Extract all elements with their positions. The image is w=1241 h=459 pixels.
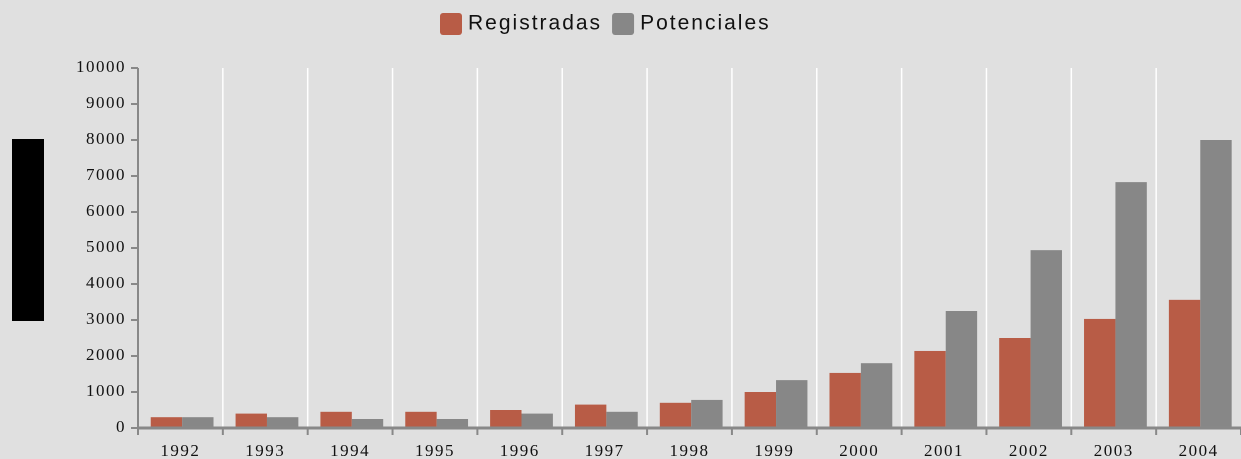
bar bbox=[1115, 182, 1147, 428]
bar bbox=[1030, 250, 1062, 428]
x-tick-label: 2001 bbox=[924, 441, 964, 459]
bar bbox=[436, 419, 469, 428]
bar bbox=[320, 411, 352, 428]
bar bbox=[490, 410, 522, 428]
bar bbox=[521, 413, 553, 428]
bar bbox=[182, 417, 214, 428]
bar bbox=[945, 311, 978, 428]
y-tick-label: 3000 bbox=[86, 309, 126, 328]
x-tick-label: 1996 bbox=[500, 441, 540, 459]
redaction-block bbox=[12, 139, 44, 321]
x-tick-label: 1994 bbox=[330, 441, 370, 459]
legend-text: Potenciales bbox=[640, 12, 771, 35]
bar bbox=[659, 402, 692, 428]
legend-swatch bbox=[440, 13, 462, 35]
y-tick-label: 9000 bbox=[86, 93, 126, 112]
y-tick-label: 1000 bbox=[86, 381, 126, 400]
bar bbox=[744, 392, 777, 428]
y-tick-label: 4000 bbox=[86, 273, 126, 292]
legend-swatch bbox=[612, 13, 635, 35]
x-tick-label: 1999 bbox=[754, 441, 794, 459]
bar bbox=[691, 399, 723, 428]
bar bbox=[999, 338, 1031, 428]
x-tick-label: 2003 bbox=[1094, 441, 1134, 459]
bar bbox=[574, 404, 607, 428]
x-tick-label: 2004 bbox=[1179, 441, 1219, 459]
bar bbox=[1200, 140, 1232, 428]
y-tick-label: 0 bbox=[116, 417, 126, 436]
x-tick-label: 1993 bbox=[245, 441, 285, 459]
bar bbox=[405, 411, 437, 428]
x-tick-label: 1998 bbox=[670, 441, 710, 459]
bar bbox=[235, 413, 267, 428]
bar bbox=[829, 372, 861, 428]
bar bbox=[1084, 318, 1116, 428]
bar bbox=[776, 380, 808, 428]
bar bbox=[266, 417, 299, 428]
bar bbox=[1168, 299, 1201, 428]
bar bbox=[860, 363, 893, 428]
x-tick-label: 2000 bbox=[839, 441, 879, 459]
bar bbox=[914, 350, 946, 428]
legend-text: Registradas bbox=[468, 12, 602, 35]
y-tick-label: 8000 bbox=[86, 129, 126, 148]
y-tick-label: 2000 bbox=[86, 345, 126, 364]
x-tick-label: 1992 bbox=[160, 441, 200, 459]
y-tick-label: 10000 bbox=[76, 57, 126, 76]
bar bbox=[606, 411, 638, 428]
y-tick-label: 5000 bbox=[86, 237, 126, 256]
x-tick-label: 2002 bbox=[1009, 441, 1049, 459]
y-tick-label: 7000 bbox=[86, 165, 126, 184]
y-tick-label: 6000 bbox=[86, 201, 126, 220]
x-tick-label: 1997 bbox=[585, 441, 625, 459]
bar bbox=[351, 419, 384, 428]
x-tick-label: 1995 bbox=[415, 441, 455, 459]
bar bbox=[150, 417, 183, 428]
